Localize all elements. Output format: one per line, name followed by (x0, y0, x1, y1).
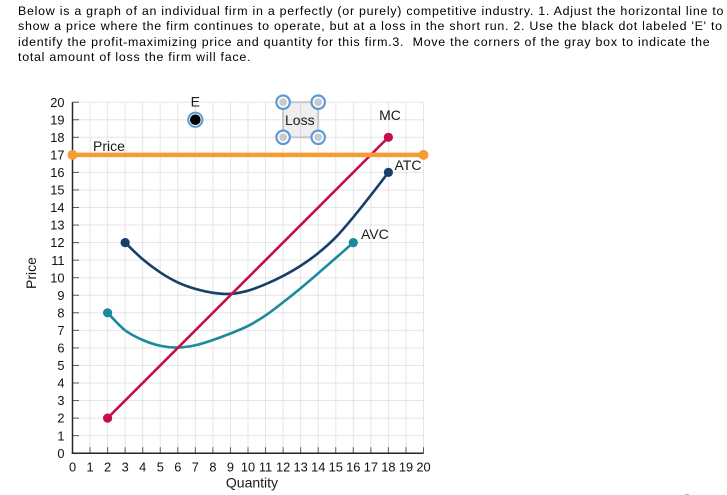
svg-text:Price: Price (93, 138, 125, 154)
svg-text:9: 9 (57, 288, 64, 303)
svg-text:7: 7 (192, 460, 199, 475)
svg-text:5: 5 (57, 358, 64, 373)
svg-text:15: 15 (329, 460, 343, 475)
svg-text:10: 10 (50, 270, 64, 285)
svg-text:12: 12 (50, 235, 64, 250)
svg-text:17: 17 (50, 147, 64, 162)
svg-text:10: 10 (241, 460, 255, 475)
svg-text:2: 2 (57, 411, 64, 426)
svg-text:11: 11 (51, 253, 64, 268)
svg-text:16: 16 (50, 165, 64, 180)
svg-text:18: 18 (50, 130, 64, 145)
svg-text:11: 11 (259, 460, 272, 475)
svg-text:0: 0 (69, 460, 76, 475)
svg-text:4: 4 (139, 460, 146, 475)
svg-text:AVC: AVC (361, 226, 389, 242)
svg-text:9: 9 (227, 460, 234, 475)
svg-text:6: 6 (57, 341, 64, 356)
svg-text:18: 18 (381, 460, 395, 475)
svg-text:20: 20 (50, 95, 64, 110)
svg-text:2: 2 (104, 460, 111, 475)
svg-text:13: 13 (50, 218, 64, 233)
svg-text:1: 1 (57, 428, 64, 443)
svg-text:ATC: ATC (395, 157, 422, 173)
svg-text:0: 0 (57, 446, 64, 461)
svg-text:Price: Price (23, 257, 39, 289)
svg-text:7: 7 (57, 323, 64, 338)
svg-text:13: 13 (294, 460, 308, 475)
svg-text:15: 15 (50, 183, 64, 198)
svg-text:3: 3 (122, 460, 129, 475)
svg-text:MC: MC (379, 107, 401, 123)
svg-text:19: 19 (399, 460, 413, 475)
svg-text:17: 17 (364, 460, 378, 475)
svg-text:14: 14 (311, 460, 325, 475)
svg-text:E: E (191, 94, 200, 110)
svg-text:8: 8 (57, 305, 64, 320)
svg-text:3: 3 (57, 393, 64, 408)
svg-text:14: 14 (50, 200, 64, 215)
svg-text:19: 19 (50, 112, 64, 127)
svg-text:5: 5 (157, 460, 164, 475)
svg-text:16: 16 (346, 460, 360, 475)
svg-text:4: 4 (57, 376, 64, 391)
svg-text:6: 6 (174, 460, 181, 475)
svg-text:8: 8 (209, 460, 216, 475)
svg-text:20: 20 (416, 460, 430, 475)
svg-text:1: 1 (86, 460, 93, 475)
svg-text:Loss: Loss (285, 112, 315, 128)
svg-text:Quantity: Quantity (226, 475, 278, 491)
svg-text:12: 12 (276, 460, 290, 475)
